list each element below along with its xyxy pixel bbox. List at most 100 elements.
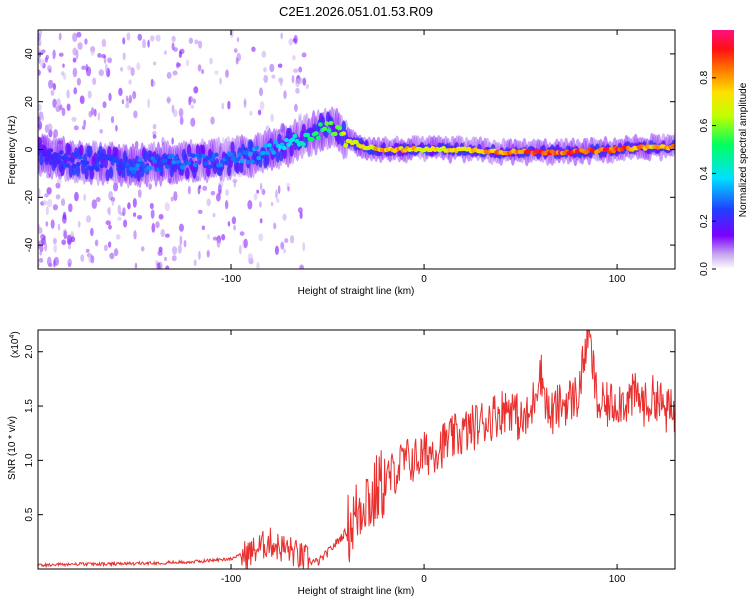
speckle-mark — [125, 95, 129, 102]
speckle-mark — [210, 190, 216, 196]
speckle-mark — [172, 70, 178, 76]
speckle-mark — [39, 245, 44, 253]
ridge-mark — [262, 143, 268, 148]
ridge-mark — [78, 155, 83, 160]
ridge-mark — [271, 150, 277, 155]
speckle-mark — [55, 194, 61, 200]
ridge-mark — [218, 162, 224, 168]
speckle-mark — [109, 252, 115, 260]
speckle-mark — [115, 124, 118, 132]
speckle-mark — [152, 123, 157, 130]
speckle-mark — [221, 102, 225, 110]
speckle-mark — [164, 256, 167, 262]
ridge-mark — [267, 143, 272, 148]
ridge-mark — [213, 152, 219, 157]
speckle-mark — [38, 69, 41, 76]
speckle-mark — [67, 238, 72, 246]
colorbar-tick-label: 0.4 — [699, 166, 710, 180]
speckle-mark — [74, 191, 79, 202]
ridge-mark — [97, 155, 102, 160]
speckle-mark — [90, 227, 94, 237]
speckle-mark — [44, 242, 48, 252]
speckle-mark — [225, 189, 230, 196]
speckle-mark — [108, 224, 112, 230]
speckle-mark — [38, 116, 41, 123]
ridge-mark — [224, 155, 230, 160]
ridge-mark — [326, 128, 332, 133]
speckle-mark — [76, 31, 82, 38]
speckle-mark — [90, 50, 95, 56]
snr-panel: -100 0 100 0.5 1.0 1.5 2.0 Height of straight … — [7, 329, 676, 597]
speckle-mark — [77, 220, 81, 228]
speckle-mark — [107, 57, 113, 64]
ridge-mark — [118, 160, 124, 166]
speckle-mark — [52, 98, 57, 108]
speckle-mark — [259, 101, 265, 111]
speckle-mark — [127, 65, 132, 71]
speckle-mark — [150, 209, 155, 219]
speckle-mark — [70, 236, 76, 243]
y-tick-label: 1.5 — [24, 399, 35, 413]
ridge-mark — [163, 158, 168, 163]
ridge-mark — [281, 145, 287, 151]
speckle-mark — [166, 71, 172, 79]
speckle-mark — [275, 189, 278, 199]
snr-scale-base: (x10 — [10, 338, 21, 358]
ridge-mark — [56, 155, 62, 160]
ridge-mark — [75, 161, 81, 167]
speckle-mark — [45, 221, 49, 227]
speckle-mark — [57, 223, 61, 231]
speckle-mark — [132, 91, 137, 100]
ridge-mark — [313, 131, 319, 136]
speckle-mark — [155, 34, 161, 42]
ridge-mark — [256, 155, 262, 161]
snr-scale-label: (x104) — [9, 331, 21, 358]
speckle-mark — [233, 224, 237, 231]
colorbar-ticks: 0.0 0.2 0.4 0.6 0.8 — [699, 70, 716, 276]
speckle-mark — [226, 136, 231, 144]
band-mark — [87, 145, 93, 158]
ridge-mark — [63, 154, 69, 159]
speckle-mark — [261, 188, 266, 196]
band-mark — [75, 164, 81, 177]
ridge-mark — [209, 157, 215, 162]
speckle-mark — [151, 222, 156, 233]
ridge-mark — [292, 133, 298, 139]
ridge-mark — [290, 137, 296, 142]
speckle-mark — [253, 193, 258, 201]
speckle-mark — [52, 82, 56, 91]
band-mark — [339, 134, 345, 147]
speckle-mark — [247, 253, 254, 262]
speckle-mark — [38, 39, 42, 46]
speckle-mark — [137, 214, 143, 220]
speckle-mark — [140, 246, 145, 252]
speckle-mark — [148, 183, 152, 190]
speckle-mark — [38, 257, 44, 263]
speckle-mark — [70, 230, 75, 238]
ridge-mark — [343, 143, 349, 148]
speckle-mark — [292, 38, 297, 43]
speckle-mark — [233, 48, 238, 53]
speckle-mark — [147, 39, 150, 48]
speckle-mark — [80, 254, 85, 262]
speckle-mark — [102, 101, 107, 109]
speckle-mark — [122, 37, 126, 45]
ridge-mark — [58, 150, 64, 155]
speckle-mark — [238, 244, 242, 255]
speckle-mark — [170, 196, 174, 202]
speckle-mark — [236, 37, 240, 43]
speckle-mark — [108, 92, 112, 102]
band-mark — [136, 169, 141, 182]
speckle-mark — [227, 221, 231, 227]
ridge-mark — [84, 160, 90, 166]
colorbar-tick-label: 0.0 — [699, 262, 710, 276]
speckle-mark — [152, 134, 157, 139]
speckle-mark — [107, 207, 110, 214]
speckle-mark — [63, 230, 67, 240]
speckle-mark — [136, 62, 141, 71]
band-mark — [143, 150, 148, 163]
speckle-mark — [190, 104, 195, 109]
speckle-mark — [299, 264, 304, 269]
speckle-mark — [202, 185, 208, 191]
